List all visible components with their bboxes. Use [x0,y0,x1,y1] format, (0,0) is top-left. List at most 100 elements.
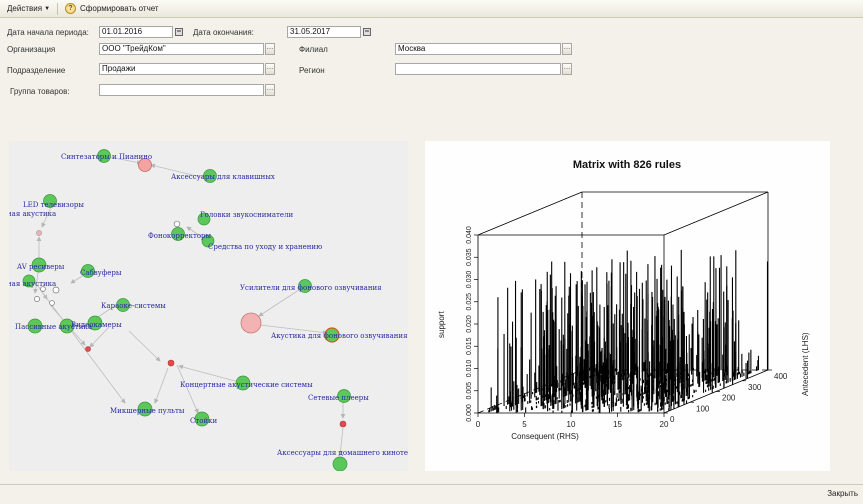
z-tick-label: 0.020 [466,315,473,333]
region-label: Регион [299,66,325,75]
rule-node[interactable] [40,286,46,292]
actions-menu-button[interactable]: Действия ▼ [4,1,53,17]
graph-label: Концертные акустические системы [180,381,313,389]
generate-report-button[interactable]: ? Сформировать отчет [62,1,162,17]
rule-node[interactable] [52,286,60,294]
x-tick-label: 20 [660,420,669,429]
item-node[interactable] [59,318,75,334]
item-node[interactable] [197,212,211,226]
graph-label: Аксессуары для клавишных [171,173,275,181]
product-group-label: Группа товаров: [10,87,70,96]
graph-label: Стойки [190,417,217,425]
rule-node[interactable] [85,346,91,352]
y-tick-label: 200 [722,394,736,403]
z-tick-label: 0.005 [466,382,473,400]
chevron-down-icon: ▼ [44,5,51,12]
item-node[interactable] [137,401,153,417]
y-tick-label: 0 [670,415,675,424]
period-start-label: Дата начала периода: [7,28,89,37]
close-button[interactable]: Закрыть [827,489,858,498]
item-node[interactable] [298,279,312,293]
graph-label: ная акустика [9,280,56,288]
y-axis-label: Antecedent (LHS) [801,332,810,396]
rule-node[interactable] [173,220,181,228]
z-tick-label: 0.040 [466,226,473,244]
toolbar: Действия ▼ ? Сформировать отчет [0,0,863,18]
period-start-calendar-button[interactable] [174,26,184,38]
x-axis-label: Consequent (RHS) [511,432,579,441]
item-node[interactable] [201,234,215,248]
item-node[interactable] [235,375,251,391]
actions-menu-label: Действия [7,4,43,13]
y-tick-label: 400 [774,372,788,381]
product-group-field[interactable] [99,84,264,96]
item-node[interactable] [87,315,103,331]
x-tick-label: 15 [613,420,622,429]
graph-label: LED телевизоры [23,201,84,209]
help-icon: ? [65,3,77,14]
period-end-label: Дата окончания: [193,28,254,37]
graph-label: Аксессуары для домашнего кинотеатра [277,449,408,457]
organization-label: Организация [7,45,56,54]
period-end-calendar-button[interactable] [362,26,372,38]
graph-label: Видеокамеры [71,321,122,329]
department-select-button[interactable]: … [265,63,275,75]
toolbar-divider [57,2,59,15]
z-tick-label: 0.025 [466,293,473,311]
item-node[interactable] [324,327,340,343]
organization-select-button[interactable]: … [265,43,275,55]
branch-field[interactable]: Москва [395,43,561,55]
region-field[interactable] [395,63,561,75]
graph-label: Сабвуферы [80,269,122,277]
item-node[interactable] [97,149,111,163]
item-node[interactable] [171,227,185,241]
graph-label: Пассивные акустика [15,323,92,331]
rule-node[interactable] [167,359,175,367]
department-label: Подразделение [7,66,66,75]
graph-label: AV ресиверы [16,263,65,271]
matrix-plot: Matrix with 826 rules 0 5 10 15 20 0 100 200 30… [437,159,810,441]
branch-label: Филиал [299,45,328,54]
rule-node[interactable] [34,296,40,302]
item-node[interactable] [81,264,95,278]
calendar-icon [363,28,371,36]
plot-frame-edge [663,191,769,236]
item-node[interactable] [203,169,217,183]
graph-label: ная акустика [9,210,56,218]
item-node[interactable] [43,194,57,208]
rule-node[interactable] [138,158,152,172]
matrix-plot-panel: Matrix with 826 rules 0 5 10 15 20 0 100 200 30… [425,141,830,471]
x-tick-label: 0 [476,420,481,429]
rule-node[interactable] [49,300,55,306]
z-tick-label: 0.030 [466,271,473,289]
item-node[interactable] [332,456,348,471]
branch-select-button[interactable]: … [562,43,572,55]
graph-label: Усилители для фонового озвучивания [240,284,382,292]
x-tick-label: 10 [567,420,576,429]
product-group-select-button[interactable]: … [265,84,275,96]
item-node[interactable] [27,318,43,334]
z-tick-label: 0.010 [466,360,473,378]
organization-field[interactable]: ООО "ТрейдКом" [99,43,264,55]
item-node[interactable] [116,298,130,312]
department-field[interactable]: Продажи [99,63,264,75]
item-node[interactable] [337,389,351,403]
item-node[interactable] [22,274,36,288]
support-spikes [488,249,769,413]
x-tick-label: 5 [522,420,527,429]
graph-label: Микшерные пульты [110,407,185,415]
rule-node[interactable] [240,312,262,334]
graph-label: Средства по уходу и хранению [208,243,322,251]
z-tick-label: 0.015 [466,337,473,355]
rule-node[interactable] [339,420,347,428]
period-start-field[interactable]: 01.01.2016 [99,26,173,38]
rules-graph-panel: Синтезаторы и Пианино Аксессуары для кла… [9,141,408,471]
rule-node[interactable] [36,230,42,236]
period-end-field[interactable]: 31.05.2017 [287,26,361,38]
graph-label: Фонокорректоры [148,232,212,240]
item-node[interactable] [194,411,210,427]
graph-label: Головки звукосниматели [200,211,294,219]
item-node[interactable] [31,257,47,273]
generate-report-label: Сформировать отчет [80,4,159,13]
region-select-button[interactable]: … [562,63,572,75]
